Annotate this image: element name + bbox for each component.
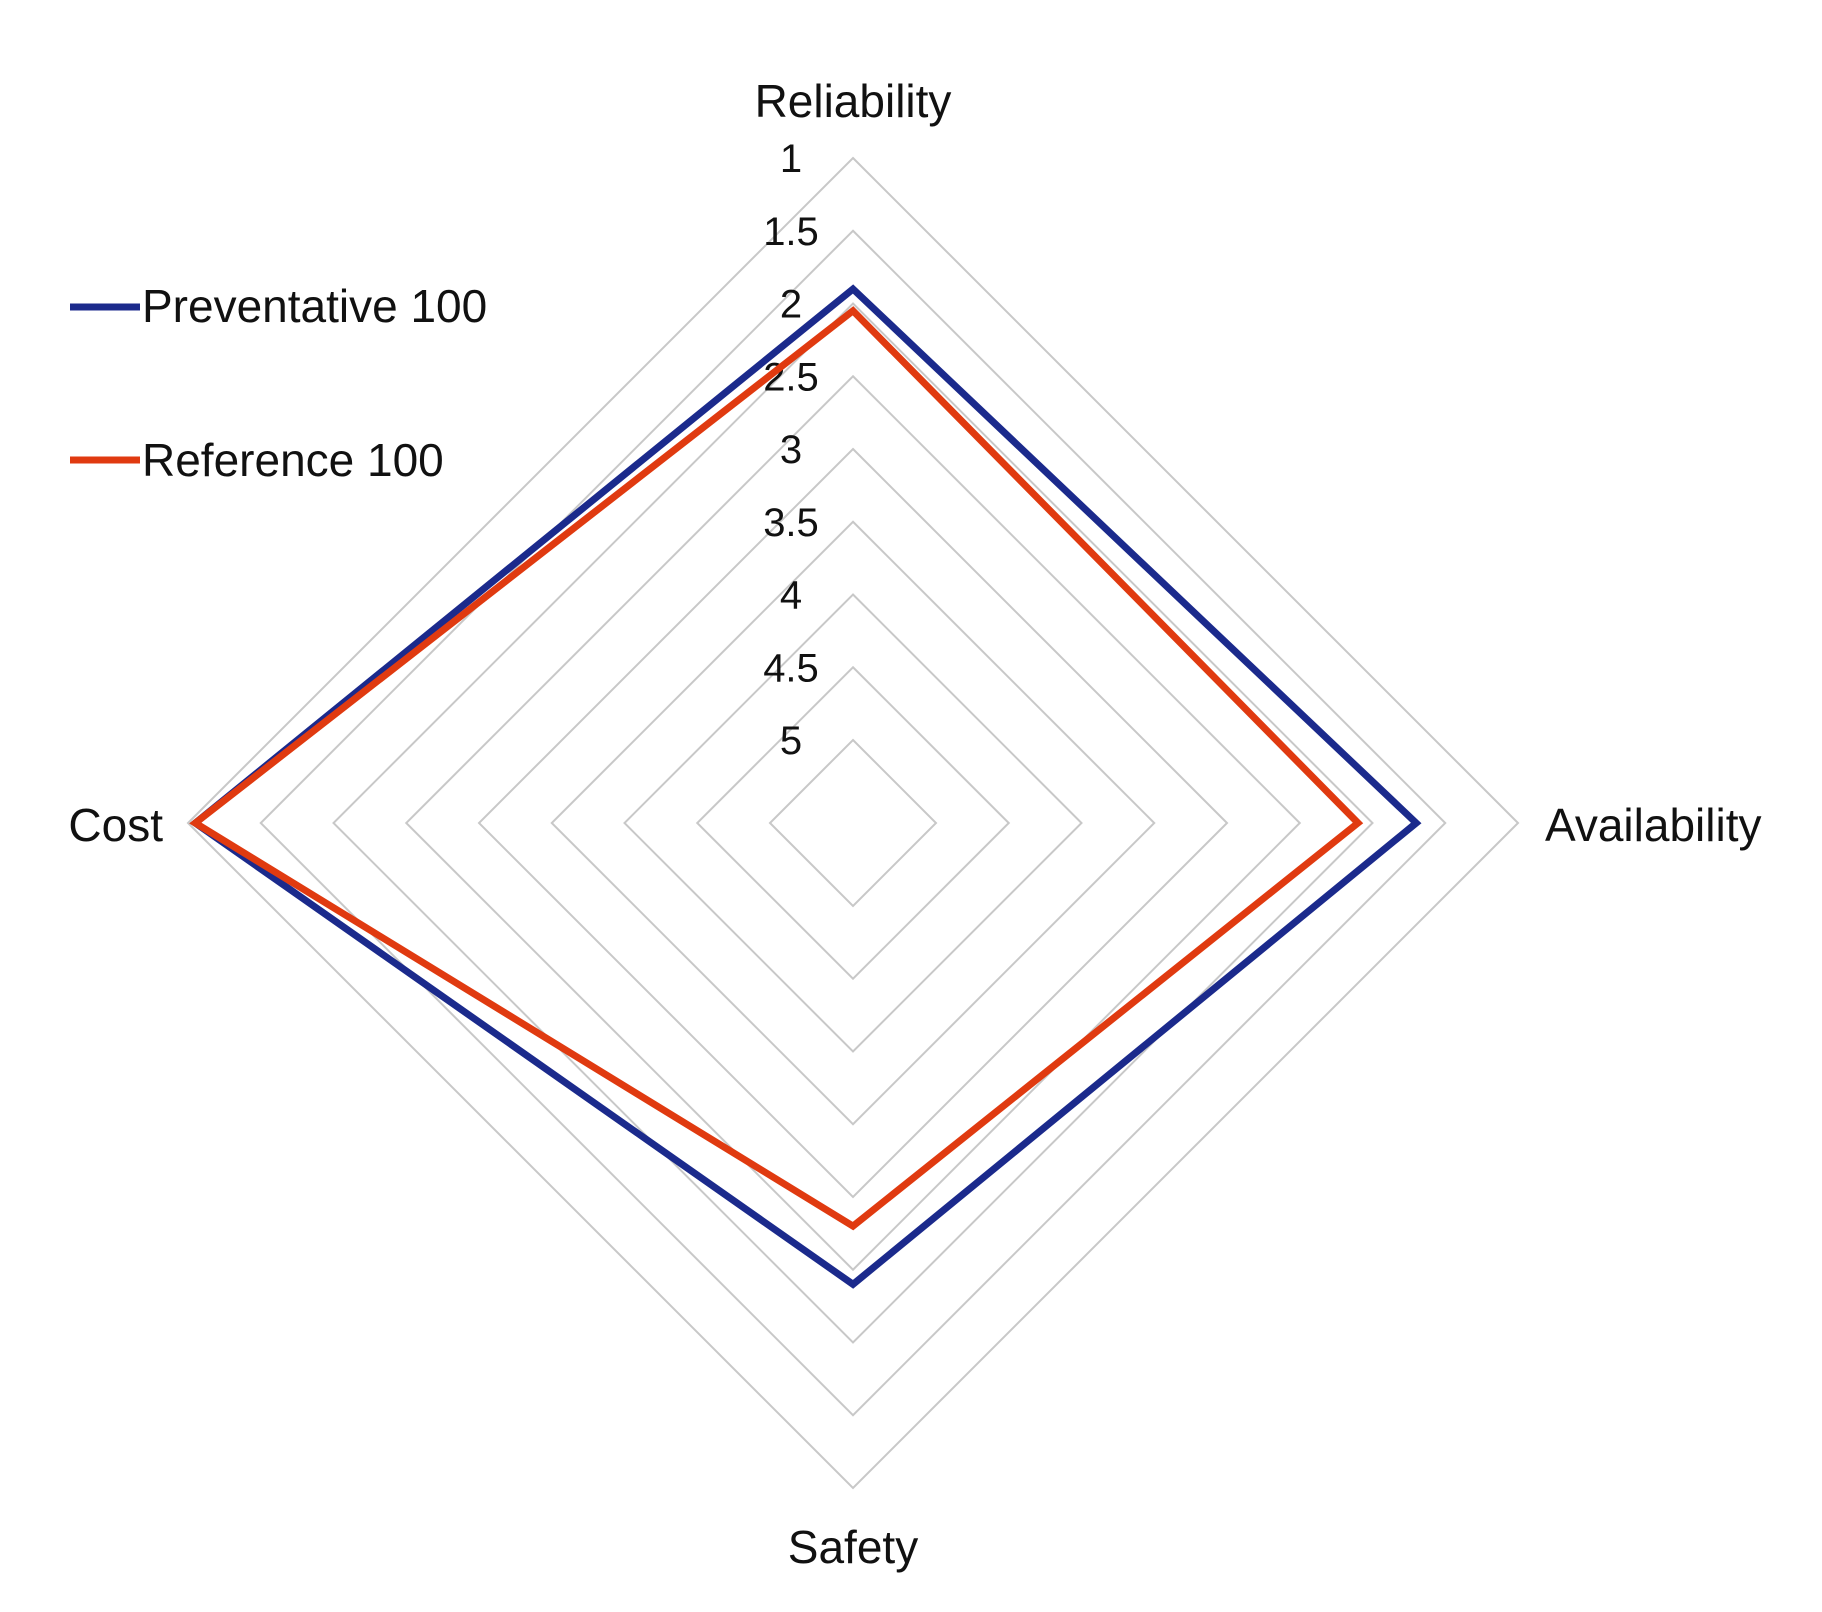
legend: Preventative 100 Reference 100: [70, 280, 487, 486]
legend-label-reference: Reference 100: [142, 434, 444, 486]
grid-ring-1-5: [259, 229, 1447, 1417]
axis-label-availability: Availability: [1545, 799, 1761, 851]
tick-label-2: 2: [780, 283, 802, 327]
legend-item-reference-100: Reference 100: [70, 434, 444, 486]
axis-label-reliability: Reliability: [755, 75, 952, 127]
series-line-preventative-100: [189, 284, 1422, 1289]
grid-ring-2-5: [404, 374, 1302, 1272]
tick-label-3-5: 3.5: [763, 501, 819, 545]
tick-label-3: 3: [780, 428, 802, 472]
grid-ring-3-5: [550, 520, 1156, 1126]
tick-label-1: 1: [780, 137, 802, 181]
tick-label-5: 5: [780, 719, 802, 763]
tick-label-4-5: 4.5: [763, 646, 819, 690]
grid-ring-4-5: [695, 665, 1011, 981]
grid-ring-1: [186, 156, 1520, 1490]
tick-labels: 1 1.5 2 2.5 3 3.5 4 4.5 5: [763, 137, 819, 763]
grid-ring-5: [768, 738, 938, 908]
grid-rings: [186, 156, 1520, 1490]
grid-ring-3: [477, 447, 1229, 1199]
legend-label-preventative: Preventative 100: [142, 280, 487, 332]
axis-label-cost: Cost: [68, 799, 163, 851]
series-lines: [189, 284, 1422, 1289]
tick-label-4: 4: [780, 574, 802, 618]
axis-label-safety: Safety: [788, 1521, 918, 1573]
grid-ring-4: [623, 593, 1083, 1053]
series-line-reference-100: [189, 306, 1364, 1231]
axis-labels: Reliability Availability Safety Cost: [68, 75, 1761, 1573]
tick-label-1-5: 1.5: [763, 210, 819, 254]
legend-item-preventative-100: Preventative 100: [70, 280, 487, 332]
grid-ring-2: [332, 302, 1374, 1344]
